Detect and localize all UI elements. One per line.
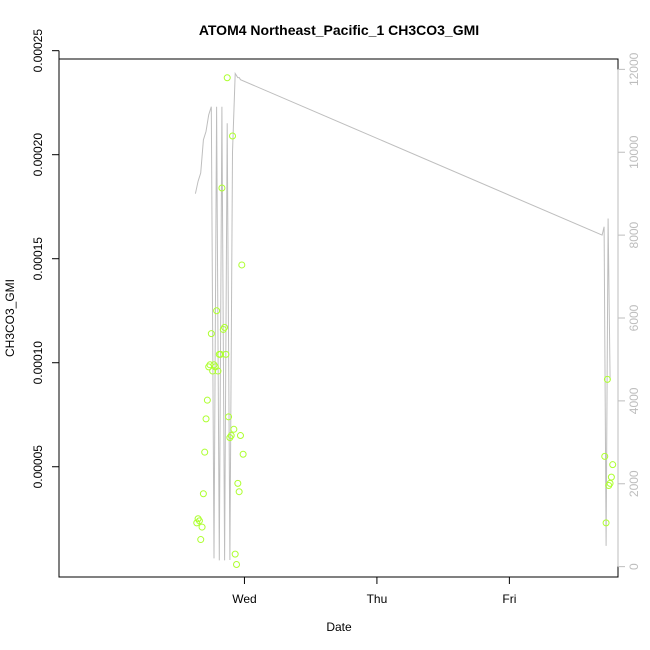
data-point (222, 350, 230, 358)
data-point (197, 536, 205, 544)
data-point (239, 450, 247, 458)
data-point (235, 488, 243, 496)
x-tick-label: Wed (232, 592, 256, 606)
data-point (231, 550, 239, 558)
data-point (601, 452, 609, 460)
data-point (213, 307, 221, 315)
y2-tick-label: 8000 (627, 221, 641, 248)
data-point (233, 561, 241, 569)
y2-tick-label: 0 (627, 563, 641, 570)
series-points-layer (193, 74, 617, 569)
data-point (234, 479, 242, 487)
data-point (207, 330, 215, 338)
y2-tick-label: 10000 (627, 135, 641, 169)
y-tick-label: 0.00015 (31, 237, 45, 281)
y-tick-label: 0.00025 (31, 29, 45, 73)
x-tick-label: Fri (502, 592, 516, 606)
data-point (199, 490, 207, 498)
y2-tick-label: 6000 (627, 304, 641, 331)
series-line-layer (194, 71, 611, 561)
data-point (603, 375, 611, 383)
data-point (609, 461, 617, 469)
y-axis-label: CH3CO3_GMI (3, 279, 17, 357)
y-axis: 0.00005 0.00010 0.00015 0.00020 0.00025 (31, 29, 60, 489)
data-point (201, 448, 209, 456)
y2-tick-label: 4000 (627, 387, 641, 414)
data-point (230, 425, 238, 433)
data-point (238, 261, 246, 269)
x-axis-label: Date (326, 620, 352, 634)
data-point (607, 473, 615, 481)
data-point (202, 415, 210, 423)
plot-frame (58, 58, 619, 578)
x-tick-label: Thu (367, 592, 388, 606)
data-point (606, 479, 614, 487)
data-point (217, 350, 225, 358)
chart-title: ATOM4 Northeast_Pacific_1 CH3CO3_GMI (199, 22, 479, 38)
data-point (602, 519, 610, 527)
data-point (225, 413, 233, 421)
y2-tick-label: 2000 (627, 470, 641, 497)
data-point (203, 396, 211, 404)
y-tick-label: 0.00020 (31, 133, 45, 177)
x-axis: Wed Thu Fri (232, 576, 516, 606)
data-point (227, 432, 235, 440)
data-point (223, 74, 231, 82)
data-point (195, 517, 203, 525)
series-line (194, 71, 611, 561)
data-point (236, 432, 244, 440)
y2-axis: 0 2000 4000 6000 8000 10000 12000 (617, 52, 641, 570)
data-point (198, 523, 206, 531)
y2-tick-label: 12000 (627, 52, 641, 86)
data-point (221, 323, 229, 331)
data-point (229, 132, 237, 140)
y-tick-label: 0.00010 (31, 341, 45, 385)
data-point (218, 184, 226, 192)
data-point (214, 367, 222, 375)
y-tick-label: 0.00005 (31, 445, 45, 489)
